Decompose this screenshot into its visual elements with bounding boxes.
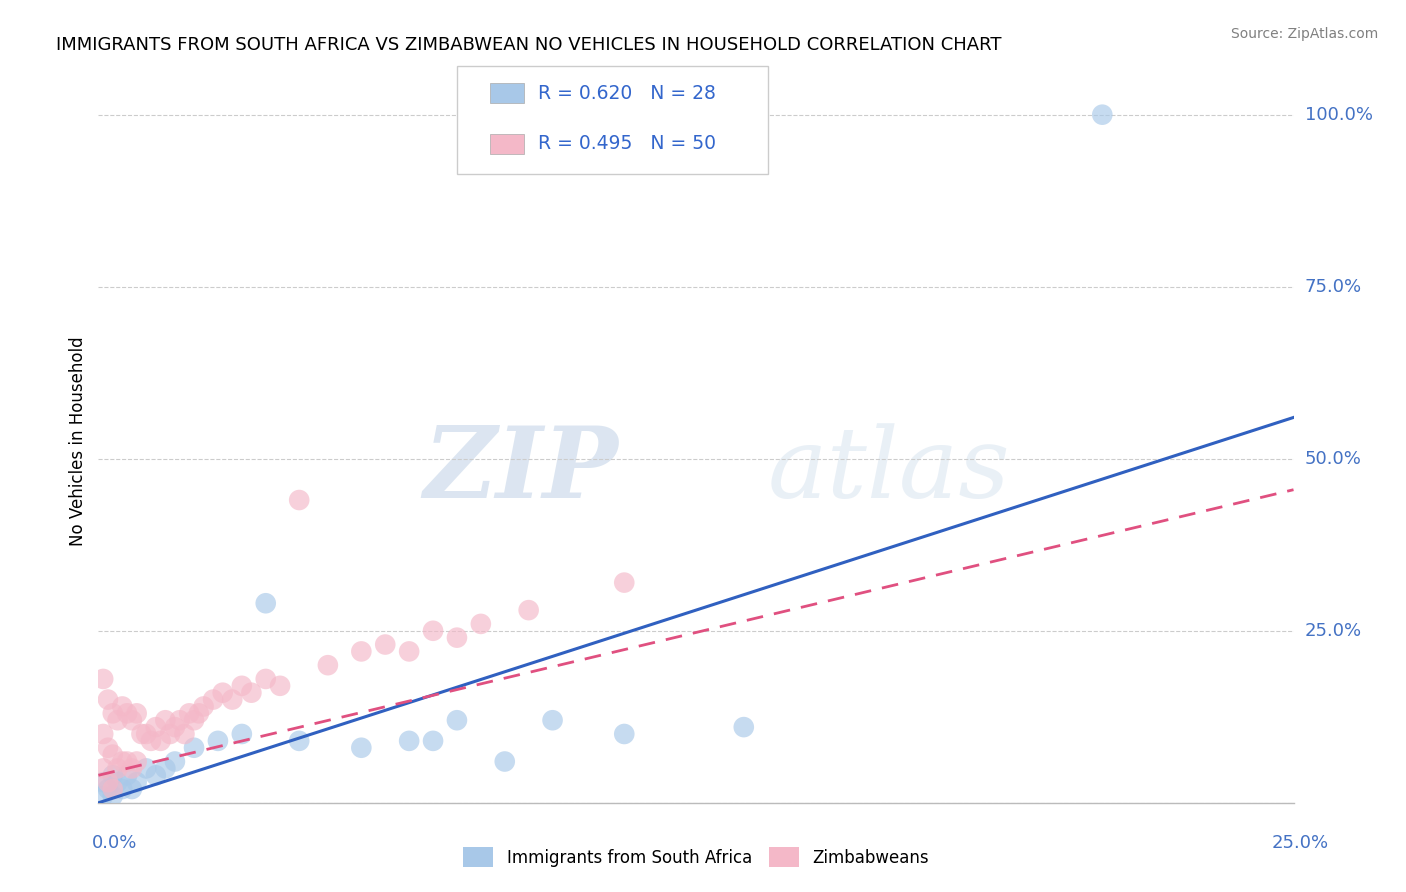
Point (145, 768, 167, 782)
Point (91, 775, 114, 789)
Point (374, 638, 396, 652)
FancyBboxPatch shape (457, 66, 768, 174)
Point (107, 713, 129, 727)
Point (101, 789, 124, 803)
Point (97, 740, 120, 755)
Text: R = 0.620   N = 28: R = 0.620 N = 28 (538, 84, 716, 103)
Point (179, 706, 201, 721)
Point (97, 782, 120, 797)
Point (173, 727, 195, 741)
Point (91, 727, 114, 741)
Point (115, 755, 138, 769)
FancyBboxPatch shape (491, 83, 524, 103)
Point (316, 658, 339, 673)
Point (125, 755, 148, 769)
FancyBboxPatch shape (491, 134, 524, 154)
Point (135, 761, 157, 775)
Point (91, 672, 114, 686)
Point (163, 720, 186, 734)
Point (446, 631, 468, 645)
Point (155, 761, 177, 775)
Point (139, 734, 162, 748)
Point (125, 706, 148, 721)
Text: atlas: atlas (768, 423, 1011, 518)
Point (350, 740, 373, 755)
Point (101, 782, 124, 797)
Point (91, 789, 114, 803)
Point (207, 734, 229, 748)
Point (111, 699, 134, 714)
Point (107, 775, 129, 789)
Point (613, 727, 636, 741)
Point (254, 596, 277, 610)
Point (155, 713, 177, 727)
Text: 25.0%: 25.0% (1271, 834, 1329, 852)
Point (470, 616, 492, 631)
Text: 75.0%: 75.0% (1305, 277, 1362, 296)
Point (111, 782, 134, 797)
Point (121, 761, 143, 775)
Point (231, 727, 253, 741)
Point (183, 713, 205, 727)
Point (183, 740, 205, 755)
Point (288, 493, 311, 508)
Point (115, 706, 138, 721)
Point (231, 679, 253, 693)
Point (269, 679, 291, 693)
Point (613, 575, 636, 590)
Point (169, 713, 191, 727)
Point (398, 734, 420, 748)
Point (254, 672, 277, 686)
Point (187, 706, 209, 721)
Point (202, 692, 225, 706)
Point (115, 768, 138, 782)
Point (494, 755, 516, 769)
Point (422, 624, 444, 638)
Point (91, 761, 114, 775)
Point (163, 755, 186, 769)
Text: 100.0%: 100.0% (1305, 105, 1372, 124)
Point (121, 782, 143, 797)
Point (211, 686, 233, 700)
Text: 25.0%: 25.0% (1305, 622, 1362, 640)
Point (125, 775, 148, 789)
Point (193, 699, 215, 714)
Point (97, 775, 120, 789)
Point (1091, 108, 1114, 122)
Text: 50.0%: 50.0% (1305, 450, 1361, 467)
Point (422, 734, 444, 748)
Text: IMMIGRANTS FROM SOUTH AFRICA VS ZIMBABWEAN NO VEHICLES IN HOUSEHOLD CORRELATION : IMMIGRANTS FROM SOUTH AFRICA VS ZIMBABWE… (56, 36, 1001, 54)
Point (145, 720, 167, 734)
Point (350, 644, 373, 658)
Text: 0.0%: 0.0% (91, 834, 136, 852)
Point (101, 768, 124, 782)
Point (107, 761, 129, 775)
Point (398, 644, 420, 658)
Point (111, 755, 134, 769)
Point (121, 713, 143, 727)
Legend: Immigrants from South Africa, Zimbabweans: Immigrants from South Africa, Zimbabwean… (464, 847, 928, 867)
Point (446, 713, 468, 727)
Point (541, 713, 564, 727)
Point (288, 734, 311, 748)
Point (135, 727, 157, 741)
Point (101, 706, 124, 721)
Point (517, 603, 540, 617)
Point (240, 686, 263, 700)
Point (101, 747, 124, 762)
Text: Source: ZipAtlas.com: Source: ZipAtlas.com (1230, 27, 1378, 41)
Y-axis label: No Vehicles in Household: No Vehicles in Household (69, 336, 87, 547)
Point (159, 727, 181, 741)
Point (733, 720, 755, 734)
Point (97, 692, 120, 706)
Point (149, 734, 172, 748)
Point (221, 692, 243, 706)
Text: R = 0.495   N = 50: R = 0.495 N = 50 (538, 135, 716, 153)
Text: ZIP: ZIP (423, 422, 619, 518)
Point (131, 727, 153, 741)
